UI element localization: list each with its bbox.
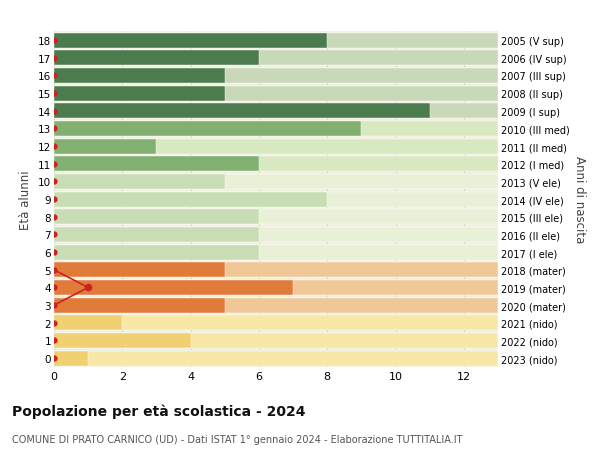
Bar bbox=[54, 316, 122, 330]
Bar bbox=[54, 174, 225, 190]
Bar bbox=[54, 157, 498, 172]
Bar bbox=[54, 351, 498, 366]
Bar bbox=[54, 228, 498, 242]
Bar bbox=[54, 69, 498, 84]
Bar bbox=[54, 228, 259, 242]
Bar bbox=[54, 69, 225, 84]
Bar bbox=[54, 122, 498, 137]
Bar bbox=[54, 210, 498, 225]
Bar bbox=[54, 157, 259, 172]
Bar bbox=[54, 174, 498, 190]
Bar bbox=[54, 51, 259, 66]
Bar bbox=[54, 263, 498, 278]
Bar bbox=[54, 298, 498, 313]
Bar bbox=[54, 351, 88, 366]
Bar bbox=[54, 316, 498, 330]
Text: COMUNE DI PRATO CARNICO (UD) - Dati ISTAT 1° gennaio 2024 - Elaborazione TUTTITA: COMUNE DI PRATO CARNICO (UD) - Dati ISTA… bbox=[12, 434, 463, 443]
Y-axis label: Anni di nascita: Anni di nascita bbox=[573, 156, 586, 243]
Bar bbox=[54, 51, 498, 66]
Bar bbox=[54, 210, 259, 225]
Bar bbox=[54, 280, 293, 295]
Bar bbox=[54, 86, 498, 101]
Bar bbox=[54, 192, 327, 207]
Bar bbox=[54, 333, 498, 348]
Bar bbox=[54, 263, 225, 278]
Bar bbox=[54, 245, 259, 260]
Bar bbox=[54, 139, 157, 154]
Bar bbox=[54, 280, 498, 295]
Bar bbox=[54, 86, 225, 101]
Bar bbox=[54, 333, 191, 348]
Bar bbox=[54, 245, 498, 260]
Bar bbox=[54, 104, 430, 119]
Y-axis label: Età alunni: Età alunni bbox=[19, 170, 32, 230]
Bar bbox=[54, 34, 327, 49]
Bar bbox=[54, 139, 498, 154]
Bar bbox=[54, 298, 225, 313]
Text: Popolazione per età scolastica - 2024: Popolazione per età scolastica - 2024 bbox=[12, 404, 305, 419]
Bar bbox=[54, 34, 498, 49]
Bar bbox=[54, 192, 498, 207]
Bar bbox=[54, 122, 361, 137]
Bar bbox=[54, 104, 498, 119]
